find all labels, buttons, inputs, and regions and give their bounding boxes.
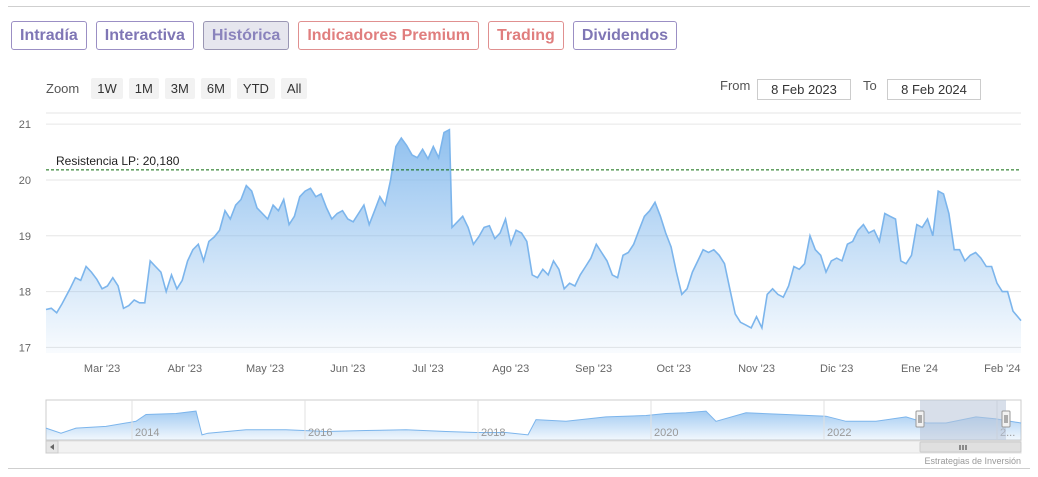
navigator-tick-label: 2022 [827, 427, 851, 439]
y-tick-label: 21 [19, 119, 31, 131]
x-tick-label: Sep '23 [575, 363, 612, 375]
series-area [46, 129, 1021, 353]
from-date-input[interactable]: 8 Feb 2023 [757, 79, 851, 100]
zoom-label: Zoom [46, 81, 80, 96]
tab-dividendos[interactable]: Dividendos [572, 21, 678, 50]
series-line [45, 128, 1022, 331]
tab-indicadores-premium[interactable]: Indicadores Premium [298, 21, 480, 50]
navigator-tick-label: 2016 [308, 427, 332, 439]
chart-credits[interactable]: Estrategias de Inversión [924, 456, 1021, 466]
axis-layer: 17 18 19 20 21 Mar '23 Abr '23 May '23 Jun '23 Ju… [19, 119, 1021, 375]
y-tick-label: 17 [19, 342, 31, 354]
x-tick-label: Ago '23 [492, 363, 529, 375]
navigator-tick-label: 2020 [654, 427, 678, 439]
zoom-selector: Zoom 1W 1M 3M 6M YTD All [46, 78, 308, 99]
tab-bar: Intradía Interactiva Histórica Indicador… [11, 21, 678, 50]
x-tick-label: Jul '23 [412, 363, 443, 375]
navigator-area [46, 411, 1021, 440]
to-label: To [863, 78, 877, 93]
navigator-selection [920, 400, 1006, 440]
scrollbar-thumb[interactable] [919, 441, 1022, 453]
tab-intradia[interactable]: Intradía [11, 21, 87, 50]
to-date-input[interactable]: 8 Feb 2024 [887, 79, 981, 100]
y-tick-label: 18 [19, 287, 31, 299]
bottom-divider [8, 468, 1030, 469]
x-tick-label: Ene '24 [901, 363, 938, 375]
series-layer [45, 128, 1022, 353]
tab-interactiva[interactable]: Interactiva [95, 21, 194, 50]
resistance-label: Resistencia LP: 20,180 [56, 154, 180, 168]
navigator[interactable]: 2014 2016 2018 2020 2022 2... [45, 399, 1022, 454]
zoom-button-6m[interactable]: 6M [200, 78, 231, 99]
arrow-left-icon [50, 444, 54, 450]
x-tick-label: Dic '23 [820, 363, 853, 375]
from-label: From [720, 78, 751, 93]
y-tick-label: 19 [19, 231, 31, 243]
zoom-button-3m[interactable]: 3M [164, 78, 195, 99]
x-tick-label: Oct '23 [656, 363, 691, 375]
navigator-tick-label: 2014 [135, 427, 159, 439]
x-tick-label: Feb '24 [984, 363, 1020, 375]
navigator-handle-right[interactable] [1001, 410, 1011, 428]
navigator-handle-left[interactable] [915, 410, 925, 428]
scrollbar-track[interactable] [45, 440, 1022, 454]
x-tick-label: Nov '23 [738, 363, 775, 375]
x-tick-label: May '23 [246, 363, 284, 375]
x-tick-label: Jun '23 [330, 363, 365, 375]
zoom-button-ytd[interactable]: YTD [236, 78, 275, 99]
zoom-button-1w[interactable]: 1W [91, 78, 123, 99]
x-tick-label: Mar '23 [84, 363, 120, 375]
zoom-button-all[interactable]: All [280, 78, 308, 99]
tab-historica[interactable]: Histórica [202, 21, 290, 50]
top-divider [8, 6, 1030, 7]
resistance-layer: Resistencia LP: 20,180 [46, 154, 1021, 171]
x-tick-label: Abr '23 [168, 363, 203, 375]
tab-trading[interactable]: Trading [488, 21, 564, 50]
navigator-line [45, 410, 1022, 436]
zoom-button-1m[interactable]: 1M [128, 78, 159, 99]
y-tick-label: 20 [19, 175, 31, 187]
navigator-tick-label: 2018 [481, 427, 505, 439]
